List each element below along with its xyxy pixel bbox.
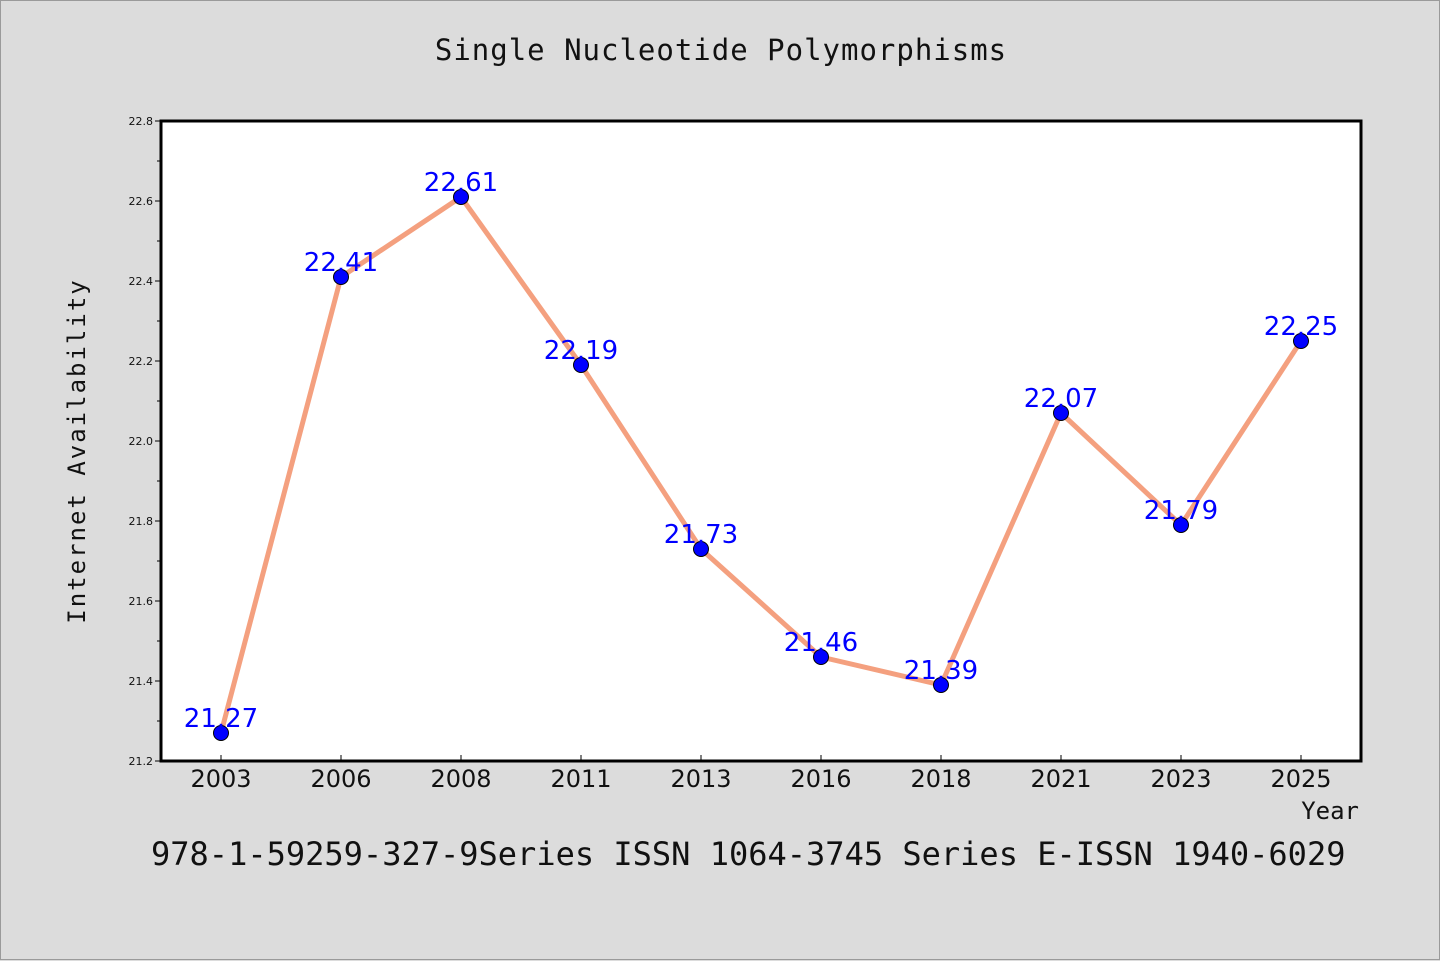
data-point [933, 677, 949, 693]
data-point [1173, 517, 1189, 533]
data-label: 21.73 [664, 520, 738, 550]
plot-frame [159, 119, 1363, 763]
y-tick-label: 21.6 [129, 595, 154, 608]
y-tick-label: 21.8 [129, 515, 154, 528]
data-label: 22.41 [304, 248, 378, 278]
data-label: 21.39 [904, 656, 978, 686]
data-label: 22.61 [424, 168, 498, 198]
y-tick-label: 22.2 [129, 355, 154, 368]
x-tick-label: 2013 [670, 765, 731, 793]
data-label: 21.79 [1144, 496, 1218, 526]
data-point [1053, 405, 1069, 421]
x-tick-label: 2003 [190, 765, 251, 793]
x-tick-label: 2008 [430, 765, 491, 793]
x-tick-label: 2025 [1270, 765, 1331, 793]
data-label: 21.27 [184, 704, 258, 734]
data-point [333, 269, 349, 285]
x-tick-label: 2011 [550, 765, 611, 793]
data-point [213, 725, 229, 741]
data-point [693, 541, 709, 557]
x-tick-label: 2021 [1030, 765, 1091, 793]
y-tick-label: 22.0 [129, 435, 154, 448]
y-tick-label: 21.2 [129, 755, 154, 768]
x-tick-label: 2006 [310, 765, 371, 793]
series-line [218, 194, 1304, 734]
y-tick-label: 22.4 [129, 275, 154, 288]
chart-title: Single Nucleotide Polymorphisms [434, 33, 1008, 67]
y-tick-label: 22.6 [129, 195, 154, 208]
data-label: 22.07 [1024, 384, 1098, 414]
data-label: 21.46 [784, 628, 858, 658]
y-tick-label: 22.8 [129, 115, 154, 128]
x-tick-label: 2018 [910, 765, 971, 793]
data-point [453, 189, 469, 205]
footer-text: 978-1-59259-327-9Series ISSN 1064-3745 S… [151, 835, 1346, 873]
data-point [813, 649, 829, 665]
data-label: 22.19 [544, 336, 618, 366]
x-axis-label: Year [1301, 797, 1359, 825]
x-tick-label: 2023 [1150, 765, 1211, 793]
data-point [573, 357, 589, 373]
data-point [1293, 333, 1309, 349]
x-tick-label: 2016 [790, 765, 851, 793]
y-tick-label: 21.4 [129, 675, 154, 688]
data-label: 22.25 [1264, 312, 1338, 342]
